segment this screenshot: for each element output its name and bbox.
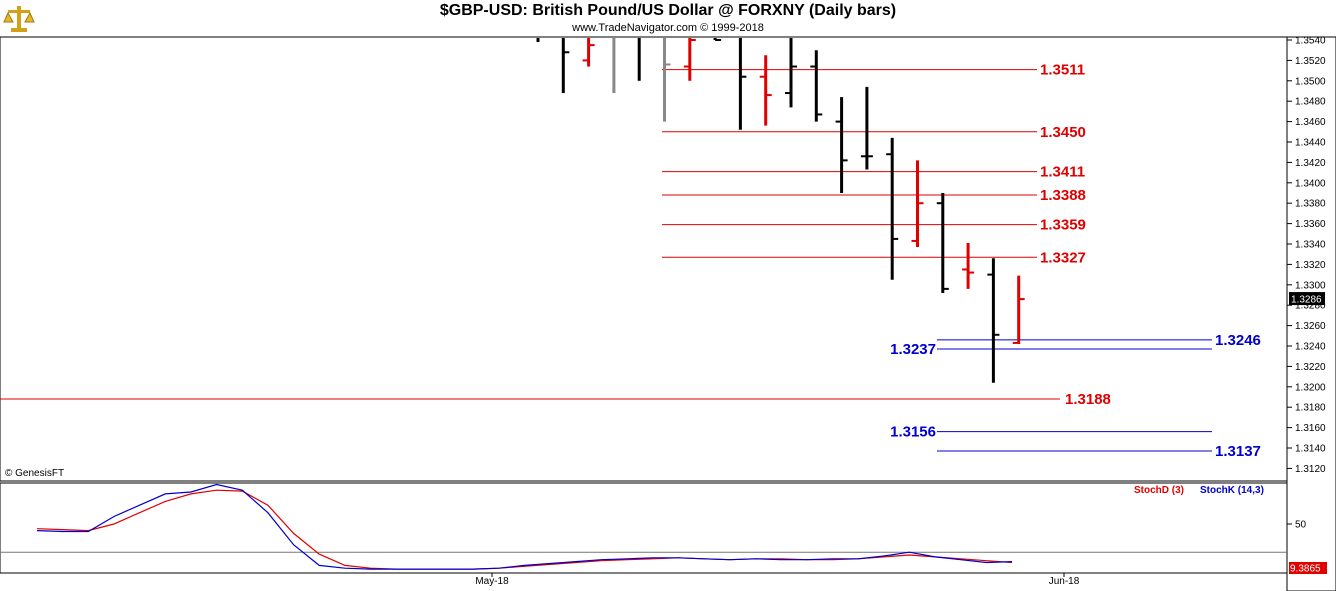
y-tick-label: 1.3160 bbox=[1295, 423, 1326, 434]
y-tick-label: 1.3200 bbox=[1295, 382, 1326, 393]
y-tick-label: 1.3480 bbox=[1295, 97, 1326, 108]
y-tick-label: 1.3420 bbox=[1295, 158, 1326, 169]
ohlc-bar bbox=[683, 38, 696, 81]
y-tick-label: 1.3360 bbox=[1295, 219, 1326, 230]
ohlc-bar bbox=[911, 160, 924, 248]
y-tick-label: 1.3440 bbox=[1295, 138, 1326, 149]
level-label-1.3246: 1.3246 bbox=[1215, 332, 1261, 349]
level-label-1.3156: 1.3156 bbox=[890, 424, 936, 441]
y-tick-label: 1.3340 bbox=[1295, 240, 1326, 251]
ohlc-bar bbox=[738, 38, 747, 130]
y-tick-label: 1.3460 bbox=[1295, 117, 1326, 128]
level-label-1.3511: 1.3511 bbox=[1040, 62, 1085, 79]
chart-title: $GBP-USD: British Pound/US Dollar @ FORX… bbox=[439, 2, 897, 19]
ohlc-bar bbox=[810, 50, 823, 122]
y-tick-label: 1.3220 bbox=[1295, 362, 1326, 373]
y-tick-label: 1.3180 bbox=[1295, 403, 1326, 414]
level-label-1.3137: 1.3137 bbox=[1215, 443, 1261, 460]
y-tick-label: 1.3280 bbox=[1295, 301, 1326, 312]
level-label-1.3388: 1.3388 bbox=[1040, 187, 1086, 204]
level-label-1.3327: 1.3327 bbox=[1040, 249, 1086, 266]
y-tick-label: 1.3320 bbox=[1295, 260, 1326, 271]
y-tick-label: 1.3120 bbox=[1295, 464, 1326, 475]
data-source-note: © GenesisFT bbox=[5, 468, 65, 479]
stochastic-panel: 50 StochD (3) StochK (14,3) 9.3865 bbox=[0, 483, 1327, 575]
axis-strip bbox=[1286, 36, 1336, 591]
y-tick-label: 1.3260 bbox=[1295, 321, 1326, 332]
stoch-last-box bbox=[1289, 562, 1327, 574]
x-label-may: May-18 bbox=[475, 576, 509, 587]
ohlc-bar bbox=[962, 242, 975, 289]
y-tick-label: 1.3300 bbox=[1295, 280, 1326, 291]
ohlc-bars bbox=[536, 38, 1025, 383]
y-tick-label: 1.3400 bbox=[1295, 178, 1326, 189]
level-label-1.3411: 1.3411 bbox=[1040, 164, 1085, 181]
x-label-jun: Jun-18 bbox=[1049, 576, 1080, 587]
legend-stochd: StochD (3) bbox=[1134, 485, 1184, 496]
ohlc-bar bbox=[561, 38, 570, 94]
stoch-tick-label: 50 bbox=[1295, 520, 1307, 531]
ohlc-bar bbox=[987, 258, 1000, 383]
ohlc-bar bbox=[886, 137, 899, 280]
y-tick-label: 1.3520 bbox=[1295, 56, 1326, 67]
y-tick-label: 1.3240 bbox=[1295, 342, 1326, 353]
level-lines: 1.3511 1.3450 1.3411 1.3388 1.3359 1.3327 1.32… bbox=[0, 62, 1261, 460]
stochk-line bbox=[36, 483, 1013, 570]
ohlc-bar bbox=[582, 38, 595, 67]
ohlc-bar bbox=[713, 38, 722, 41]
level-label-1.3359: 1.3359 bbox=[1040, 217, 1086, 234]
ohlc-bar bbox=[936, 193, 949, 293]
level-label-1.3188: 1.3188 bbox=[1065, 391, 1111, 408]
scales-logo-icon bbox=[3, 2, 35, 34]
y-tick-label: 1.3140 bbox=[1295, 444, 1326, 455]
price-axis: 1.3540 1.3520 1.3500 1.3480 1.3460 1.3440 1.34… bbox=[1287, 36, 1326, 475]
y-tick-label: 1.3380 bbox=[1295, 199, 1326, 210]
level-label-1.3237: 1.3237 bbox=[890, 341, 936, 358]
last-price-label: 1.3286 bbox=[1291, 295, 1322, 306]
level-label-1.3450: 1.3450 bbox=[1040, 124, 1086, 141]
date-axis: May-18 Jun-18 bbox=[475, 573, 1080, 587]
ohlc-bar bbox=[1012, 275, 1025, 344]
y-tick-label: 1.3540 bbox=[1295, 36, 1326, 47]
last-price-box bbox=[1289, 292, 1325, 306]
ohlc-bar bbox=[663, 38, 671, 122]
ohlc-bar bbox=[759, 55, 772, 126]
y-tick-label: 1.3500 bbox=[1295, 76, 1326, 87]
title-bar: $GBP-USD: British Pound/US Dollar @ FORX… bbox=[0, 0, 1336, 24]
ohlc-bar bbox=[860, 86, 873, 170]
ohlc-bar bbox=[785, 38, 797, 108]
ohlc-bar bbox=[835, 97, 848, 193]
copyright-notice: www.TradeNavigator.com © 1999-2018 bbox=[572, 22, 764, 34]
stoch-last-label: 9.3865 bbox=[1290, 564, 1321, 575]
price-plot-area bbox=[0, 36, 1288, 482]
legend-stochk: StochK (14,3) bbox=[1200, 485, 1264, 496]
